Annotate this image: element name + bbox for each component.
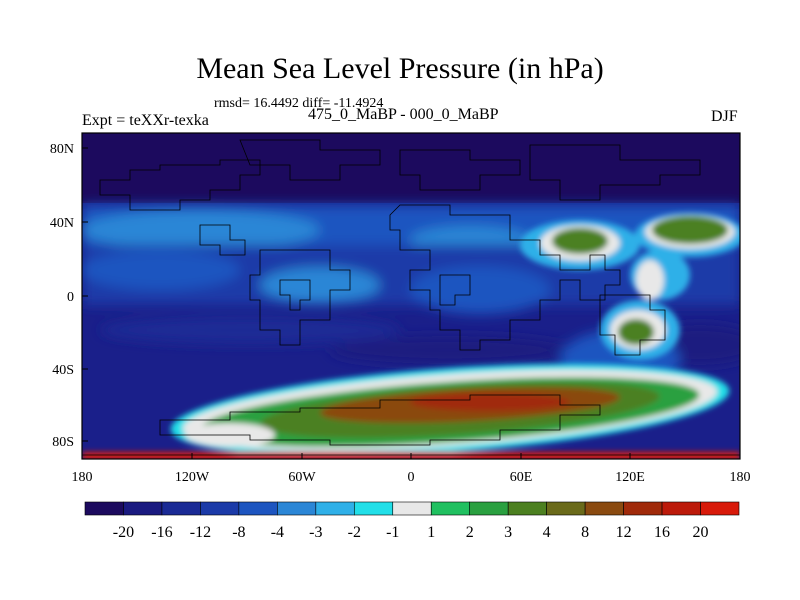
colorbar-label: -3 (309, 524, 322, 541)
colorbar-label: 2 (466, 524, 474, 541)
colorbar-swatch (507, 501, 547, 516)
lon-tick-label: 120W (175, 470, 210, 485)
colorbar-swatch (430, 501, 471, 516)
lat-tick-label: 80N (50, 142, 74, 157)
lat-tick-label: 0 (67, 290, 74, 305)
colorbar-swatch (353, 501, 394, 516)
colorbar-label: -12 (190, 524, 211, 541)
colorbar-swatch (623, 501, 663, 516)
season-label: DJF (711, 108, 738, 125)
colorbar-label: 3 (504, 524, 512, 541)
colorbar-swatch (123, 501, 163, 516)
colorbar-swatch (700, 501, 740, 516)
lon-tick-label: 0 (408, 470, 415, 485)
stats-label: rmsd= 16.4492 diff= -11.4924 (214, 96, 384, 111)
lon-tick-label: 120E (615, 470, 645, 485)
colorbar-label: 16 (654, 524, 670, 541)
colorbar-swatch (546, 501, 586, 516)
lon-tick-label: 60E (510, 470, 533, 485)
colorbar-label: -20 (113, 524, 134, 541)
colorbar-swatch (469, 501, 509, 516)
lon-tick-label: 180 (72, 470, 93, 485)
lon-tick-label: 180 (730, 470, 751, 485)
colorbar-swatch (392, 501, 432, 516)
colorbar-label: 4 (543, 524, 551, 541)
longitude-axis: 180 120W 60W 0 60E 120E 180 (72, 453, 751, 485)
colorbar-label: -8 (232, 524, 245, 541)
colorbar-swatch (200, 501, 240, 516)
colorbar-label: 20 (693, 524, 709, 541)
colorbar: -20 -16 -12 -8 -4 -3 -2 -1 1 2 3 4 8 12 16 20 (84, 501, 740, 541)
colorbar-label: 12 (616, 524, 632, 541)
pressure-field (82, 133, 740, 459)
colorbar-label: -1 (386, 524, 399, 541)
period-label: 475_0_MaBP - 000_0_MaBP (308, 106, 499, 123)
latitude-axis: 80N 40N 0 40S 80S (50, 142, 88, 450)
colorbar-label: -2 (348, 524, 361, 541)
colorbar-swatch (238, 501, 278, 516)
colorbar-swatch (584, 501, 624, 516)
map-title: Mean Sea Level Pressure (in hPa) (196, 52, 604, 85)
lat-tick-label: 40S (52, 363, 74, 378)
colorbar-label: -16 (151, 524, 172, 541)
colorbar-swatch (277, 501, 317, 516)
colorbar-swatch (84, 501, 124, 516)
lon-tick-label: 60W (288, 470, 316, 485)
colorbar-swatch (161, 501, 201, 516)
colorbar-label: 1 (427, 524, 435, 541)
experiment-label: Expt = teXXr-texka (82, 112, 209, 129)
colorbar-swatch (661, 501, 701, 516)
colorbar-label: -4 (271, 524, 284, 541)
colorbar-swatch (315, 501, 355, 516)
lat-tick-label: 80S (52, 435, 74, 450)
colorbar-label: 8 (581, 524, 589, 541)
lat-tick-label: 40N (50, 216, 74, 231)
